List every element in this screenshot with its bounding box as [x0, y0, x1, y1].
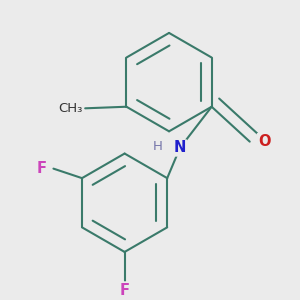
- Text: F: F: [120, 283, 130, 298]
- Text: N: N: [174, 140, 186, 155]
- Text: F: F: [36, 161, 46, 176]
- Text: H: H: [153, 140, 163, 153]
- Text: CH₃: CH₃: [58, 102, 82, 115]
- Text: O: O: [258, 134, 270, 149]
